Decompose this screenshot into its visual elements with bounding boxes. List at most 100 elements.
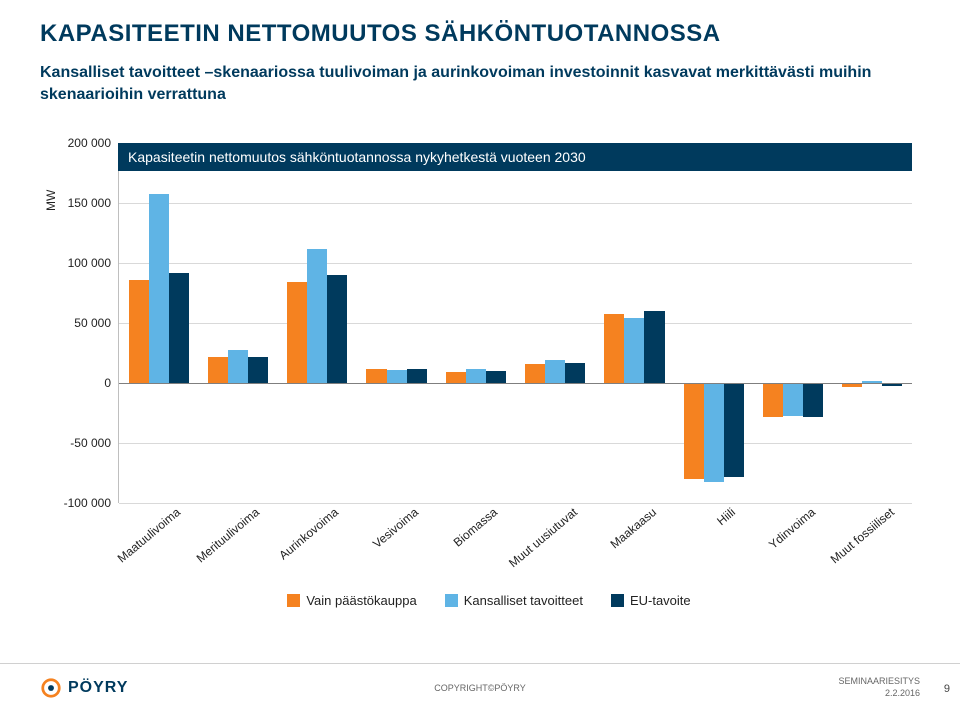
bar-slot (387, 143, 407, 503)
bar-slot (149, 143, 169, 503)
bar-group (525, 143, 585, 503)
y-tick-label: 150 000 (61, 196, 111, 210)
bar-group (287, 143, 347, 503)
category-slot (595, 143, 674, 503)
bar (644, 311, 664, 383)
x-tick: Merituulivoima (197, 503, 276, 551)
bar-slot (327, 143, 347, 503)
bar (327, 275, 347, 383)
x-tick: Aurinkovoima (277, 503, 356, 551)
bar-group (366, 143, 426, 503)
bar-group (208, 143, 268, 503)
logo-icon (40, 677, 62, 699)
bar-slot (407, 143, 427, 503)
x-tick-label: Biomassa (451, 505, 500, 550)
bar (287, 282, 307, 383)
bar-group (129, 143, 189, 503)
bar-slot (882, 143, 902, 503)
category-slot (674, 143, 753, 503)
category-slot (119, 143, 198, 503)
poyry-logo: PÖYRY (40, 677, 128, 699)
x-axis: MaatuulivoimaMerituulivoimaAurinkovoimaV… (118, 503, 912, 551)
bar-slot (704, 143, 724, 503)
x-tick: Muut fossiiliset (833, 503, 912, 551)
x-tick-label: Merituulivoima (194, 505, 262, 565)
bar (545, 360, 565, 383)
bar (129, 280, 149, 383)
page-number: 9 (944, 683, 950, 695)
x-tick-label: Ydinvoima (766, 505, 818, 552)
bar-slot (525, 143, 545, 503)
bar-slot (466, 143, 486, 503)
x-tick-label: Aurinkovoima (277, 505, 342, 562)
bar (248, 357, 268, 383)
chart-title-banner: Kapasiteetin nettomuutos sähköntuotannos… (118, 143, 912, 171)
bar-slot (803, 143, 823, 503)
bar-slot (366, 143, 386, 503)
x-tick: Biomassa (436, 503, 515, 551)
bar-group (763, 143, 823, 503)
x-tick-label: Hiili (715, 505, 739, 528)
chart-bars (119, 143, 912, 503)
bar-slot (169, 143, 189, 503)
legend-swatch (287, 594, 300, 607)
bar-slot (248, 143, 268, 503)
bar-slot (446, 143, 466, 503)
category-slot (753, 143, 832, 503)
bar-group (446, 143, 506, 503)
bar (803, 383, 823, 417)
bar (407, 369, 427, 383)
y-tick-label: 200 000 (61, 136, 111, 150)
footer-presentation-label: SEMINAARIESITYS (838, 676, 920, 688)
page-title: KAPASITEETIN NETTOMUUTOS SÄHKÖNTUOTANNOS… (40, 20, 920, 48)
bar (228, 350, 248, 384)
legend-label: Vain päästökauppa (306, 593, 416, 608)
category-slot (357, 143, 436, 503)
x-tick-label: Maakaasu (608, 505, 659, 551)
bar-slot (545, 143, 565, 503)
bar-slot (208, 143, 228, 503)
zero-baseline (119, 383, 912, 384)
bar (307, 249, 327, 383)
bar-group (604, 143, 664, 503)
bar (783, 383, 803, 415)
bar (387, 370, 407, 383)
bar (763, 383, 783, 417)
legend-swatch (611, 594, 624, 607)
x-tick: Muut uusiutuvat (515, 503, 594, 551)
bar (525, 364, 545, 383)
bar (169, 273, 189, 383)
bar-slot (307, 143, 327, 503)
x-tick-label: Maatuulivoima (114, 505, 182, 565)
footer-copyright: COPYRIGHT©PÖYRY (434, 683, 525, 693)
category-slot (515, 143, 594, 503)
y-tick-label: 0 (61, 376, 111, 390)
bar-group (842, 143, 902, 503)
bar-slot (228, 143, 248, 503)
legend-item: Kansalliset tavoitteet (445, 593, 583, 608)
bar (466, 369, 486, 383)
category-slot (833, 143, 912, 503)
x-tick: Ydinvoima (753, 503, 832, 551)
bar-slot (724, 143, 744, 503)
legend-item: Vain päästökauppa (287, 593, 416, 608)
y-tick-label: 50 000 (61, 316, 111, 330)
y-tick-label: -50 000 (61, 436, 111, 450)
x-tick-label: Muut uusiutuvat (506, 505, 580, 570)
chart-legend: Vain päästökauppaKansalliset tavoitteetE… (58, 593, 920, 608)
x-tick: Maakaasu (594, 503, 673, 551)
legend-label: Kansalliset tavoitteet (464, 593, 583, 608)
x-tick: Maatuulivoima (118, 503, 197, 551)
y-tick-label: 100 000 (61, 256, 111, 270)
bar (486, 371, 506, 383)
chart-plot-area: -100 000-50 000050 000100 000150 000200 … (118, 143, 912, 503)
page-footer: PÖYRY COPYRIGHT©PÖYRY SEMINAARIESITYS 2.… (0, 663, 960, 711)
bar (724, 383, 744, 477)
category-slot (198, 143, 277, 503)
bar-slot (565, 143, 585, 503)
bar-slot (287, 143, 307, 503)
bar (565, 363, 585, 383)
x-tick-label: Muut fossiiliset (828, 505, 897, 566)
bar-slot (604, 143, 624, 503)
footer-right: SEMINAARIESITYS 2.2.2016 (838, 676, 920, 699)
